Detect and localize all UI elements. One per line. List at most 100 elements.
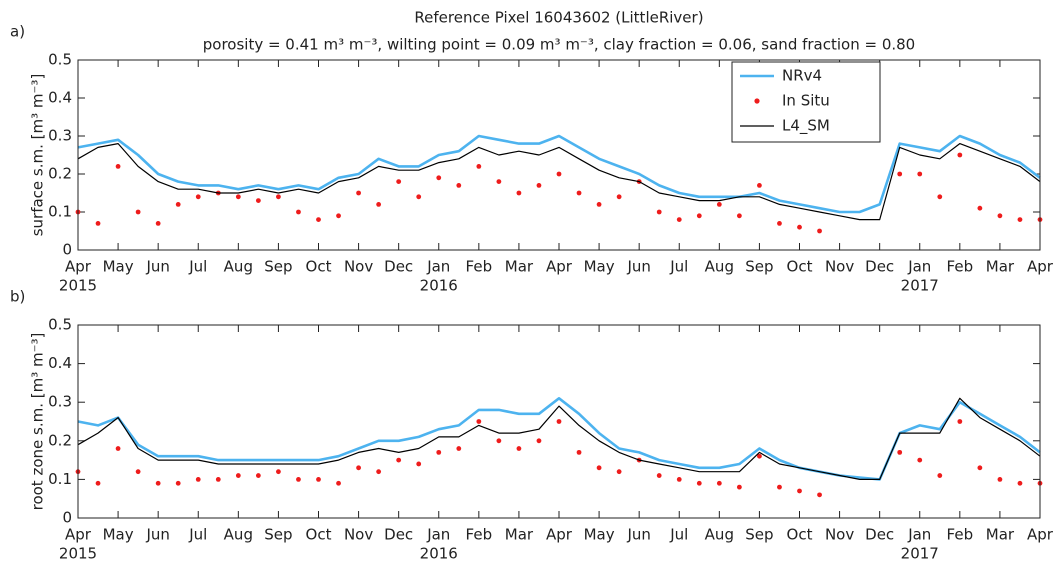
data-point <box>276 194 281 200</box>
data-point <box>1017 217 1023 223</box>
data-point <box>516 190 522 196</box>
plot-frame <box>77 59 1041 251</box>
x-tick-label: Apr <box>1027 526 1054 544</box>
series-line <box>77 397 1041 480</box>
data-point <box>135 209 141 215</box>
data-point <box>436 449 442 455</box>
data-point <box>676 477 682 482</box>
y-tick-label: 0 <box>62 241 72 259</box>
x-tick-label: Nov <box>344 526 373 544</box>
data-point <box>957 419 963 424</box>
x-tick-label: Dec <box>384 526 413 544</box>
data-point <box>316 477 321 482</box>
x-tick-label: Jul <box>188 526 207 544</box>
data-point <box>296 477 301 482</box>
x-year-label: 2015 <box>59 277 97 295</box>
data-point <box>255 473 261 478</box>
data-point <box>436 175 442 181</box>
data-point <box>276 469 281 475</box>
x-tick-label: Aug <box>705 526 734 544</box>
data-point <box>777 221 782 226</box>
y-axis-label: root zone s.m. [m³ m⁻³] <box>29 333 47 511</box>
x-tick-label: Nov <box>344 258 373 276</box>
data-point <box>716 202 722 207</box>
data-point <box>255 198 261 204</box>
x-tick-label: Apr <box>65 526 92 544</box>
legend-label: L4_SM <box>782 117 830 136</box>
data-point <box>536 183 542 188</box>
x-tick-label: Feb <box>466 526 493 544</box>
data-point <box>95 221 101 226</box>
data-point <box>316 217 321 223</box>
data-point <box>376 469 382 475</box>
x-tick-label: Oct <box>306 258 332 276</box>
x-year-label: 2017 <box>901 545 939 561</box>
data-point <box>757 183 762 188</box>
data-point <box>797 488 802 494</box>
x-tick-label: May <box>584 526 615 544</box>
x-tick-label: Jun <box>145 526 169 544</box>
data-point <box>215 477 221 482</box>
x-tick-label: Sep <box>745 526 773 544</box>
x-tick-label: Dec <box>865 526 894 544</box>
y-tick-label: 0.3 <box>48 127 72 145</box>
data-point <box>115 446 121 451</box>
x-tick-label: Feb <box>947 258 974 276</box>
data-point <box>155 480 161 486</box>
data-point <box>456 183 462 188</box>
series-line <box>77 143 1041 221</box>
y-tick-label: 0.2 <box>48 431 72 449</box>
y-tick-label: 0.4 <box>48 89 72 107</box>
data-point <box>235 473 241 478</box>
x-tick-label: Oct <box>787 258 813 276</box>
x-tick-label: Feb <box>466 258 493 276</box>
x-tick-label: Oct <box>306 526 332 544</box>
y-tick-label: 0.5 <box>48 51 72 69</box>
y-axis-label: surface s.m. [m³ m⁻³] <box>29 74 47 237</box>
data-point <box>576 190 582 196</box>
data-point <box>576 449 582 455</box>
x-year-label: 2016 <box>420 277 458 295</box>
x-tick-label: Jan <box>907 258 931 276</box>
data-point <box>656 209 662 215</box>
data-point <box>496 179 502 185</box>
data-point <box>797 224 802 230</box>
x-tick-label: Jul <box>669 526 688 544</box>
data-point <box>616 194 622 200</box>
data-point <box>175 202 181 207</box>
x-tick-label: Aug <box>224 258 253 276</box>
data-point <box>416 461 422 467</box>
series-line <box>77 134 1041 214</box>
data-point <box>296 209 301 215</box>
data-point <box>897 449 903 455</box>
data-point <box>235 194 241 200</box>
x-tick-label: Apr <box>65 258 92 276</box>
x-tick-label: Oct <box>787 526 813 544</box>
x-year-label: 2015 <box>59 545 97 561</box>
legend-label: In Situ <box>782 92 830 110</box>
data-point <box>496 438 502 444</box>
data-point <box>937 194 943 200</box>
data-point <box>736 484 742 490</box>
data-point <box>957 152 963 158</box>
data-point <box>757 453 762 459</box>
x-tick-label: Sep <box>264 258 292 276</box>
panel-label: b) <box>10 288 25 306</box>
x-tick-label: Mar <box>505 258 534 276</box>
x-year-label: 2016 <box>420 545 458 561</box>
data-point <box>817 492 822 498</box>
legend-swatch <box>754 98 760 104</box>
data-point <box>536 438 542 444</box>
data-point <box>135 469 141 475</box>
data-point <box>997 477 1003 482</box>
data-point <box>195 194 201 200</box>
data-point <box>376 202 382 207</box>
x-tick-label: Sep <box>264 526 292 544</box>
panel-label: a) <box>10 23 25 41</box>
data-point <box>115 164 121 169</box>
x-tick-label: Apr <box>1027 258 1054 276</box>
x-tick-label: May <box>584 258 615 276</box>
chart-title: Reference Pixel 16043602 (LittleRiver) <box>414 9 703 27</box>
data-point <box>696 480 702 486</box>
